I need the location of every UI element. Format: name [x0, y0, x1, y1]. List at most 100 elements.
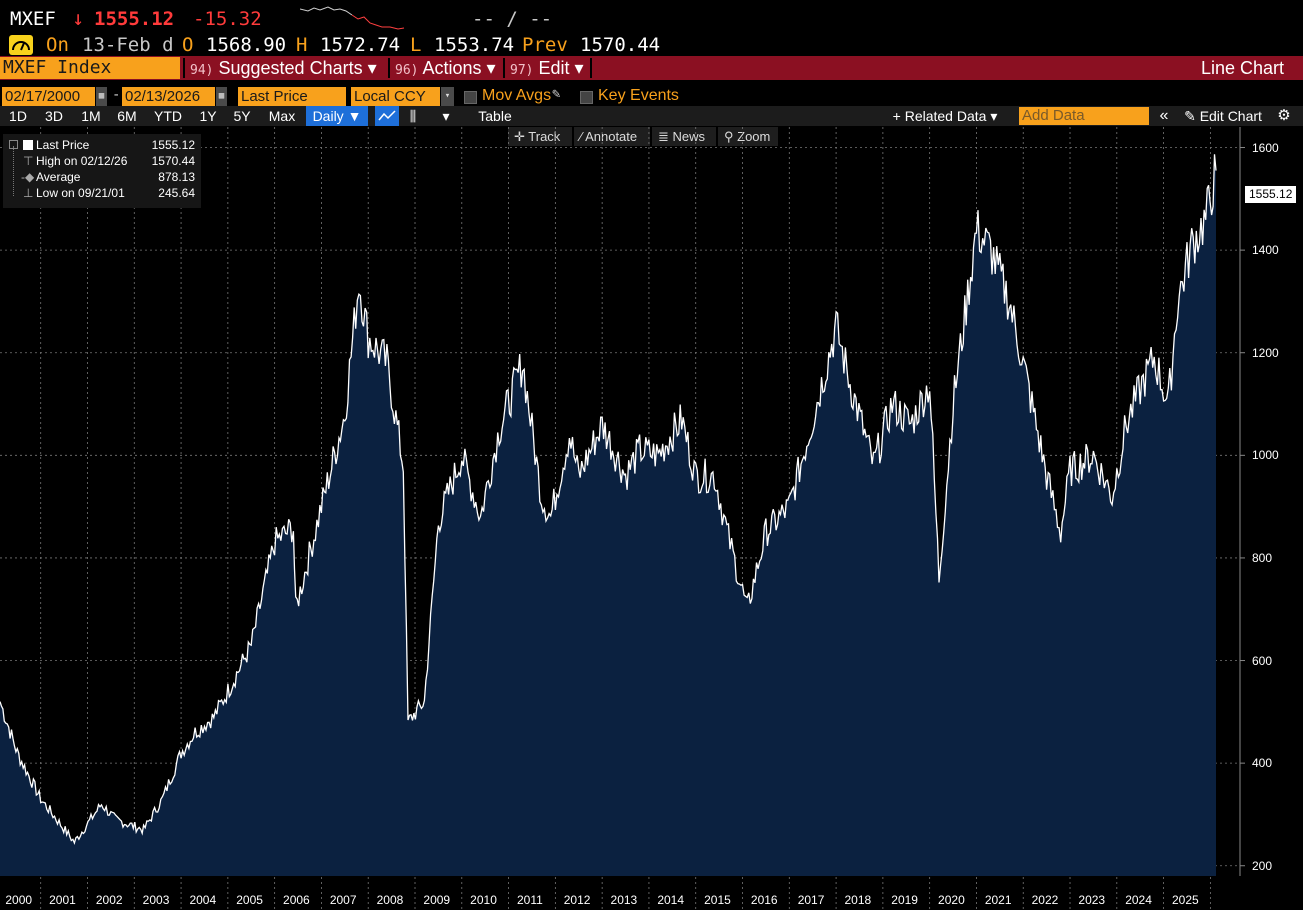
calendar-icon[interactable]: ▦	[216, 87, 227, 106]
legend-name: Average	[36, 170, 81, 184]
speedometer-icon[interactable]	[9, 35, 33, 55]
x-tick-label: 2002	[95, 893, 123, 907]
date-range-dash: -	[112, 87, 121, 103]
chart-legend[interactable]: Last Price 1555.12 ⊤ High on 02/12/26 15…	[3, 134, 201, 208]
period-1m[interactable]: 1M	[81, 108, 101, 124]
news-icon: ≣	[658, 129, 673, 144]
x-tick-label: 2001	[49, 893, 76, 907]
x-tick-label: 2017	[797, 893, 825, 907]
track-label: Track	[528, 129, 561, 144]
legend-row: Last Price 1555.12	[3, 137, 201, 153]
actions-menu[interactable]: 96) Actions ▾	[395, 56, 496, 80]
pen-icon: ⁄	[580, 129, 586, 144]
x-tick-label: 2024	[1125, 893, 1152, 907]
intraday-sparkline	[300, 6, 405, 30]
y-tick-label: 400	[1252, 756, 1273, 771]
chart-toolbar: 1D 3D 1M 6M YTD 1Y 5Y Max Daily ▼ ⫼ ▾ Ta…	[0, 106, 1303, 126]
mov-avgs-checkbox[interactable]	[464, 91, 477, 104]
x-tick-label: 2019	[891, 893, 918, 907]
zoom-label: Zoom	[737, 129, 771, 144]
bid-ask: -- / --	[472, 8, 553, 30]
last-price-tag: 1555.12	[1245, 186, 1297, 203]
currency-dropdown-icon[interactable]: ▾	[441, 87, 454, 106]
mov-avgs-label[interactable]: Mov Avgs	[482, 87, 552, 104]
pencil-icon[interactable]: ✎	[552, 86, 561, 102]
net-change: -15.32	[193, 8, 262, 30]
suggested-charts-menu[interactable]: 94) Suggested Charts ▾	[190, 56, 377, 80]
x-tick-label: 2005	[236, 893, 263, 907]
track-tool[interactable]: ✛ Track	[508, 127, 572, 146]
price-field-select[interactable]: Last Price	[238, 87, 346, 106]
legend-value: 878.13	[158, 170, 195, 184]
period-ytd[interactable]: YTD	[154, 108, 182, 124]
period-max[interactable]: Max	[268, 108, 296, 124]
x-tick-label: 2006	[283, 893, 310, 907]
currency-select[interactable]: Local CCY	[351, 87, 440, 106]
menu-label: Suggested Charts ▾	[218, 58, 377, 78]
y-tick-label: 600	[1252, 653, 1273, 668]
related-data-menu[interactable]: + Related Data ▾	[892, 108, 998, 124]
y-tick-label: 1400	[1252, 243, 1279, 258]
chart-type-dropdown-icon[interactable]: ▾	[442, 108, 450, 124]
price-chart[interactable]	[0, 127, 1303, 910]
pencil-icon: ✎	[1184, 108, 1200, 124]
down-arrow-icon: ↓	[72, 6, 85, 30]
period-5y[interactable]: 5Y	[233, 108, 251, 124]
edit-chart-button[interactable]: ✎ Edit Chart	[1177, 106, 1269, 126]
menu-number: 97)	[510, 63, 534, 78]
zoom-tool[interactable]: ⚲ Zoom	[718, 127, 778, 146]
legend-row: -◆ Average 878.13	[3, 169, 201, 185]
data-point	[292, 526, 294, 528]
prev-label: Prev	[522, 34, 568, 56]
legend-tree-line	[13, 146, 15, 196]
low-marker-icon: ⊥	[23, 186, 34, 200]
bar-chart-icon[interactable]: ⫼	[409, 108, 417, 124]
add-data-input[interactable]: Add Data	[1019, 107, 1149, 125]
open-value: 1568.90	[206, 34, 287, 56]
high-value: 1572.74	[320, 34, 401, 56]
y-tick-label: 200	[1252, 858, 1273, 873]
legend-row: ⊤ High on 02/12/26 1570.44	[3, 153, 201, 169]
legend-value: 1570.44	[151, 154, 195, 168]
ticker-symbol[interactable]: MXEF	[10, 8, 56, 30]
x-tick-label: 2004	[189, 893, 217, 907]
calendar-icon[interactable]: ▦	[96, 87, 107, 106]
news-tool[interactable]: ≣ News	[652, 127, 716, 146]
data-point	[568, 434, 570, 436]
collapse-icon[interactable]: «	[1159, 107, 1169, 124]
x-tick-label: 2007	[329, 893, 357, 907]
divider	[388, 58, 390, 78]
start-date-field[interactable]: 02/17/2000	[2, 87, 95, 106]
edit-menu[interactable]: 97) Edit ▾	[510, 56, 584, 80]
table-button[interactable]: Table	[478, 108, 512, 124]
x-tick-label: 2010	[470, 893, 497, 907]
frequency-select[interactable]: Daily ▼	[306, 106, 368, 126]
low-value: 1553.74	[434, 34, 515, 56]
line-chart-icon[interactable]	[375, 106, 399, 126]
period-6m[interactable]: 6M	[117, 108, 137, 124]
x-tick-label: 2011	[516, 893, 543, 907]
edit-chart-label: Edit Chart	[1199, 108, 1262, 124]
period-1d[interactable]: 1D	[9, 108, 27, 124]
period-3d[interactable]: 3D	[45, 108, 63, 124]
crosshair-icon: ✛	[514, 129, 529, 144]
menu-label: Edit ▾	[538, 58, 584, 78]
key-events-checkbox[interactable]	[580, 91, 593, 104]
legend-name: Low on 09/21/01	[36, 186, 125, 200]
end-date-field[interactable]: 02/13/2026	[122, 87, 215, 106]
data-point	[522, 362, 524, 364]
key-events-label[interactable]: Key Events	[598, 87, 679, 104]
series-swatch-icon[interactable]	[23, 140, 33, 150]
x-tick-label: 2014	[657, 893, 685, 907]
y-tick-label: 800	[1252, 550, 1273, 565]
annotate-label: Annotate	[585, 129, 638, 144]
quote-date: 13-Feb d	[82, 34, 174, 56]
annotate-tool[interactable]: ⁄ Annotate	[574, 127, 650, 146]
gear-icon[interactable]: ⚙	[1277, 107, 1291, 124]
data-point	[344, 413, 346, 415]
period-1y[interactable]: 1Y	[199, 108, 217, 124]
data-point	[812, 418, 814, 420]
legend-value: 1555.12	[151, 138, 195, 152]
magnifier-icon: ⚲	[724, 129, 738, 144]
security-input[interactable]: MXEF Index	[0, 57, 180, 79]
